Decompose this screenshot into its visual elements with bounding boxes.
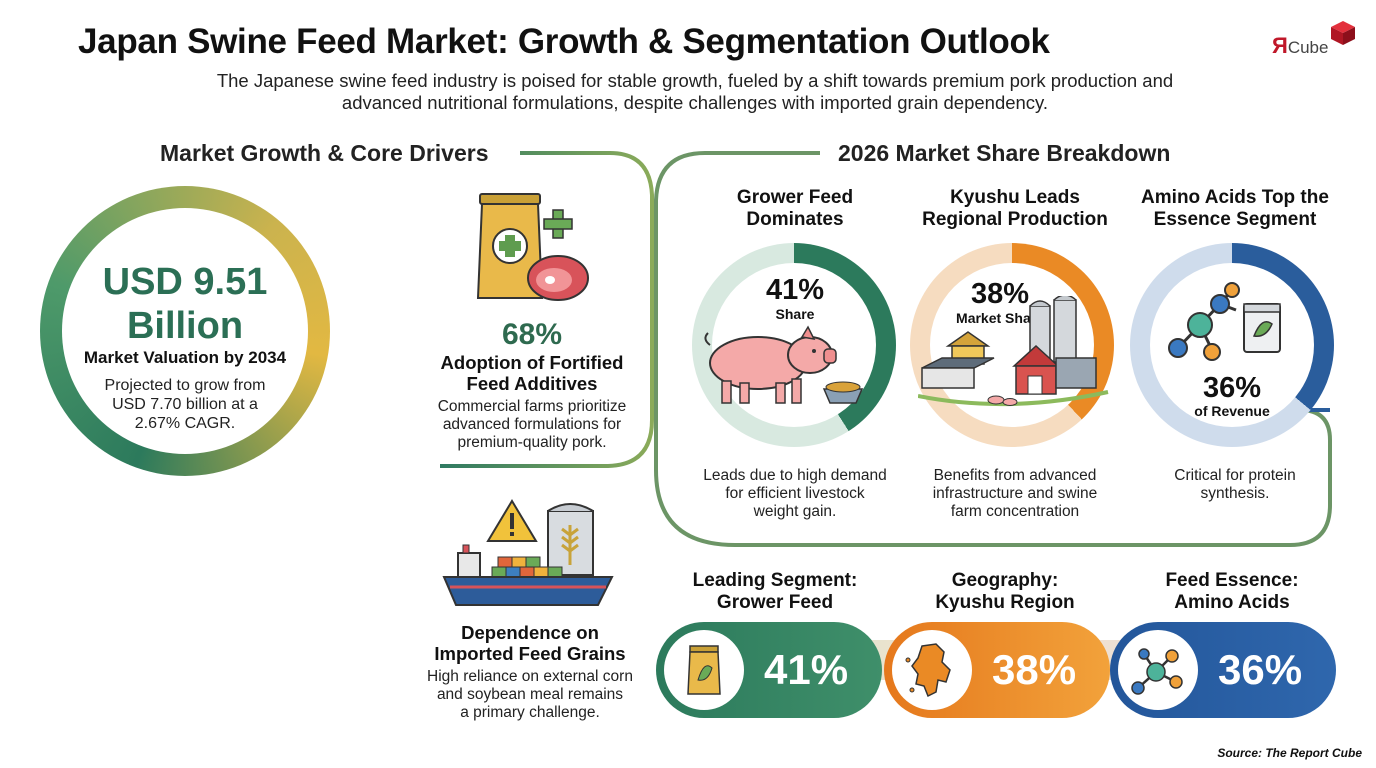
additives-desc-line: Commercial farms prioritize — [437, 398, 627, 415]
valuation-panel: USD 9.51 Billion Market Valuation by 203… — [62, 208, 308, 454]
imports-heading-line: Dependence on — [461, 622, 599, 643]
card-heading-amino: Amino Acids Top the Essence Segment — [1130, 187, 1340, 231]
summary-heading-line: Kyushu Region — [935, 592, 1075, 613]
card-heading-line: Dominates — [746, 209, 844, 230]
feed-bag-icon — [476, 193, 589, 301]
additives-desc-line: advanced formulations for — [442, 416, 622, 433]
imports-heading: Dependence on Imported Feed Grains — [410, 622, 650, 664]
share-label-grower: Share — [775, 306, 815, 322]
valuation-ring: USD 9.51 Billion Market Valuation by 203… — [40, 186, 330, 476]
warning-icon — [486, 499, 538, 542]
additives-stat: 68% — [501, 318, 563, 351]
summary-pill-geography: 38% — [884, 622, 1110, 718]
imports-heading-line: Imported Feed Grains — [434, 643, 626, 664]
map-icon — [905, 643, 951, 698]
summary-value-segment: 41% — [764, 646, 849, 693]
imports-desc: High reliance on external corn and soybe… — [410, 668, 650, 722]
summary-pill-essence: 36% — [1110, 622, 1336, 718]
card-desc-line: weight gain. — [753, 503, 837, 520]
summary-heading-line: Geography: — [951, 570, 1059, 591]
page-subtitle: The Japanese swine feed industry is pois… — [160, 70, 1230, 114]
imports-block: Dependence on Imported Feed Grains High … — [410, 622, 650, 722]
molecule-icon — [1168, 282, 1281, 361]
summary-heading-line: Grower Feed — [716, 592, 834, 613]
valuation-desc-line: USD 7.70 billion at a — [112, 396, 258, 413]
summary-value-essence: 36% — [1218, 646, 1303, 693]
logo-cube-icon — [1331, 21, 1355, 45]
section-heading-share: 2026 Market Share Breakdown — [838, 140, 1171, 166]
section-heading-growth: Market Growth & Core Drivers — [160, 140, 489, 166]
summary-value-geography: 38% — [992, 646, 1077, 693]
valuation-desc-line: Projected to grow from — [104, 377, 266, 394]
share-percent-kyushu: 38% — [970, 278, 1030, 310]
additives-desc-line: premium-quality pork. — [457, 434, 607, 451]
card-desc-kyushu: Benefits from advanced infrastructure an… — [905, 467, 1125, 521]
source-note: Source: The Report Cube — [1217, 746, 1362, 760]
imports-desc-line: and soybean meal remains — [436, 686, 624, 703]
card-heading-grower: Grower Feed Dominates — [690, 187, 900, 231]
cargo-ship-icon — [442, 499, 614, 606]
additives-desc: Commercial farms prioritize advanced for… — [420, 398, 644, 452]
subtitle-line: advanced nutritional formulations, despi… — [341, 92, 1049, 113]
card-desc-line: Benefits from advanced — [933, 467, 1097, 484]
valuation-value: USD 9.51 Billion — [62, 260, 308, 348]
card-desc-amino: Critical for protein synthesis. — [1130, 467, 1340, 503]
summary-heading-essence: Feed Essence: Amino Acids — [1127, 570, 1337, 614]
card-heading-line: Amino Acids Top the — [1141, 187, 1329, 208]
farm-icon — [918, 296, 1109, 407]
additives-heading-line: Feed Additives — [466, 373, 598, 394]
share-percent-amino: 36% — [1202, 372, 1262, 404]
feed-bag-icon — [687, 645, 721, 695]
valuation-value-line: Billion — [126, 305, 244, 347]
card-desc-line: Critical for protein — [1174, 467, 1296, 484]
share-percent-grower: 41% — [765, 274, 825, 306]
share-label-kyushu: Market Share — [956, 310, 1044, 326]
meat-icon — [527, 255, 589, 301]
valuation-value-line: USD 9.51 — [102, 261, 268, 303]
logo-word: Cube — [1287, 38, 1329, 57]
card-desc-line: farm concentration — [950, 503, 1080, 520]
card-heading-line: Regional Production — [922, 209, 1108, 230]
imports-desc-line: a primary challenge. — [460, 704, 600, 721]
molecule-icon — [1131, 648, 1183, 695]
brand-logo: ЯCube — [1272, 20, 1362, 65]
summary-heading-geography: Geography: Kyushu Region — [900, 570, 1110, 614]
summary-pill-segment: 41% — [656, 622, 882, 718]
summary-heading-segment: Leading Segment: Grower Feed — [670, 570, 880, 614]
card-heading-line: Essence Segment — [1153, 209, 1317, 230]
card-heading-kyushu: Kyushu Leads Regional Production — [905, 187, 1125, 231]
summary-heading-line: Leading Segment: — [692, 570, 858, 591]
page-title: Japan Swine Feed Market: Growth & Segmen… — [78, 22, 1050, 61]
card-desc-grower: Leads due to high demand for efficient l… — [690, 467, 900, 521]
summary-icon-wrap — [664, 630, 744, 710]
valuation-desc-line: 2.67% CAGR. — [134, 415, 236, 432]
additives-heading: Adoption of Fortified Feed Additives — [420, 352, 644, 394]
subtitle-line: The Japanese swine feed industry is pois… — [216, 70, 1174, 91]
card-heading-line: Kyushu Leads — [950, 187, 1080, 208]
card-desc-line: synthesis. — [1200, 485, 1270, 502]
card-heading-line: Grower Feed — [736, 187, 854, 208]
silo-icon — [547, 503, 594, 576]
valuation-label: Market Valuation by 2034 — [83, 348, 287, 367]
summary-icon-wrap — [1118, 630, 1198, 710]
summary-icon-wrap — [892, 630, 972, 710]
additives-block: 68% Adoption of Fortified Feed Additives… — [420, 318, 644, 452]
imports-desc-line: High reliance on external corn — [427, 668, 633, 685]
card-desc-line: Leads due to high demand — [703, 467, 887, 484]
card-desc-line: for efficient livestock — [725, 485, 865, 502]
card-desc-line: infrastructure and swine — [932, 485, 1098, 502]
plus-icon — [543, 209, 573, 239]
logo-letter: Я — [1272, 33, 1288, 58]
valuation-desc: Projected to grow from USD 7.70 billion … — [62, 376, 308, 433]
summary-heading-line: Amino Acids — [1174, 592, 1290, 613]
additives-heading-line: Adoption of Fortified — [440, 352, 624, 373]
summary-heading-line: Feed Essence: — [1165, 570, 1299, 591]
share-label-amino: of Revenue — [1194, 403, 1270, 419]
pig-icon — [704, 325, 864, 404]
